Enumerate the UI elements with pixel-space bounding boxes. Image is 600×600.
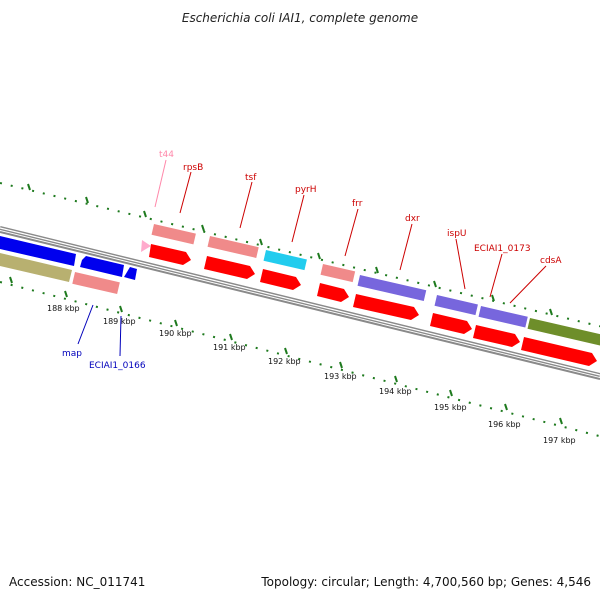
gene-purple-dxr	[357, 274, 427, 302]
tick-label: 191 kbp	[213, 343, 246, 352]
gene-arrow-frr	[317, 283, 349, 302]
gene-label-ECIAI1-0173: ECIAI1_0173	[474, 244, 531, 254]
gene-label-ECIAI1-0166: ECIAI1_0166	[89, 361, 146, 371]
tick-label: 189 kbp	[103, 317, 136, 326]
tick-label: 196 kbp	[488, 420, 521, 429]
gene-features	[0, 224, 600, 366]
trna-t44	[141, 240, 151, 252]
inner-tick-ring	[0, 281, 600, 438]
gene-label-dxr: dxr	[405, 214, 420, 224]
gene-blue-map	[80, 256, 124, 277]
gene-pink-tsf	[207, 236, 259, 258]
tick-label: 190 kbp	[159, 329, 192, 338]
gene-arrow-ispU	[430, 313, 472, 334]
tick-labels: 188 kbp 189 kbp 190 kbp 191 kbp 192 kbp …	[47, 304, 576, 445]
gene-label-frr: frr	[352, 199, 363, 209]
gene-pink-0166	[72, 271, 120, 295]
outer-tick-ring	[0, 182, 600, 328]
gene-blue-small	[124, 267, 137, 280]
gene-pink-rpsB	[151, 224, 196, 245]
gene-pink-frr	[320, 263, 356, 283]
gene-purple-ispU	[434, 295, 478, 316]
gene-arrow-tsf	[204, 256, 255, 279]
gene-arrow-cdsA	[521, 337, 597, 366]
gene-arrow-rpsB	[149, 244, 191, 265]
tick-label: 195 kbp	[434, 403, 467, 412]
gene-blue-left	[0, 236, 76, 266]
tick-label: 192 kbp	[268, 357, 301, 366]
accession-text: Accession: NC_011741	[9, 575, 145, 589]
gene-label-tsf: tsf	[245, 173, 257, 183]
gene-olive-left	[0, 253, 72, 282]
gene-label-rpsB: rpsB	[183, 163, 203, 173]
gene-purple-0173	[478, 305, 528, 328]
gene-label-pyrH: pyrH	[295, 185, 317, 195]
tick-label: 188 kbp	[47, 304, 80, 313]
label-connectors	[77, 159, 547, 357]
gene-label-cdsA: cdsA	[540, 256, 562, 266]
gene-labels: t44 rpsB tsf pyrH frr dxr ispU ECIAI1_01…	[62, 150, 562, 371]
outer-major-ticks	[27, 183, 553, 316]
tick-label: 193 kbp	[324, 372, 357, 381]
map-title: Escherichia coli IAI1, complete genome	[182, 11, 418, 25]
inner-major-ticks	[9, 276, 563, 425]
tick-label: 197 kbp	[543, 436, 576, 445]
gene-green-cdsA	[527, 318, 600, 346]
gene-arrow-pyrH	[260, 269, 301, 290]
genome-backbone	[0, 226, 600, 380]
gene-arrow-0173	[473, 325, 520, 347]
gene-label-t44: t44	[159, 150, 174, 160]
topology-text: Topology: circular; Length: 4,700,560 bp…	[260, 575, 591, 589]
gene-cyan-pyrH	[263, 249, 307, 271]
gene-arrow-dxr	[353, 294, 419, 320]
gene-label-ispU: ispU	[447, 229, 467, 239]
gene-label-map: map	[62, 349, 82, 359]
tick-label: 194 kbp	[379, 387, 412, 396]
